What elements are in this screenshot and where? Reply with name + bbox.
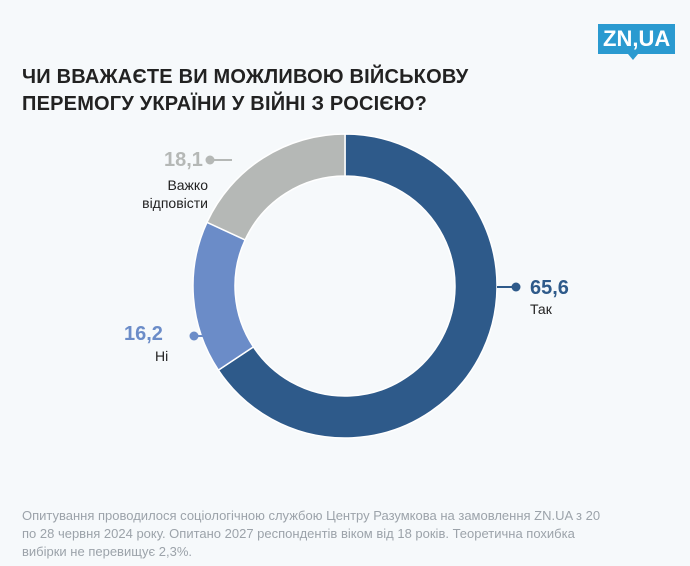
- logo: ZN,UA: [598, 24, 676, 60]
- category-label-vazhko: Важко відповісти: [142, 177, 208, 211]
- chart-title: ЧИ ВВАЖАЄТЕ ВИ МОЖЛИВОЮ ВІЙСЬКОВУ ПЕРЕМО…: [22, 66, 469, 115]
- leader-dot-2: [205, 155, 215, 165]
- leader-dot-0: [511, 282, 521, 292]
- footnote: Опитування проводилося соціологічною слу…: [22, 508, 601, 559]
- slice-1: [192, 221, 255, 372]
- value-label-ni: 16,2: [124, 323, 163, 345]
- category-label-tak: Так: [530, 301, 552, 317]
- leader-dot-1: [189, 331, 199, 341]
- value-label-tak: 65,6: [530, 277, 569, 299]
- slice-0: [217, 133, 498, 439]
- slice-2: [205, 133, 346, 241]
- category-label-ni: Ні: [155, 348, 169, 364]
- value-label-vazhko: 18,1: [164, 149, 203, 171]
